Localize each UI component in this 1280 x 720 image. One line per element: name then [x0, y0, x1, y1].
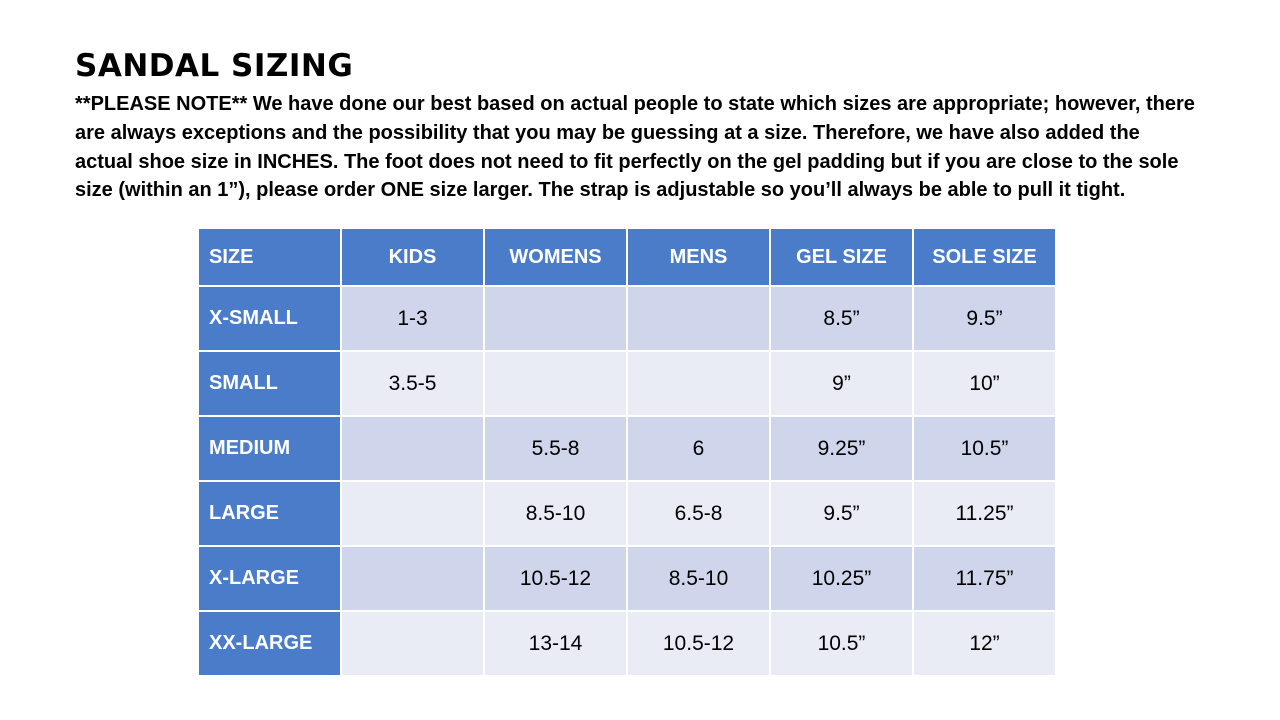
column-header-size: SIZE: [197, 227, 342, 288]
table-cell: [340, 480, 485, 548]
table-cell: 9.5”: [912, 285, 1057, 353]
table-body: X-SMALL 1-3 8.5” 9.5” SMALL 3.5-5 9” 10”: [197, 285, 1057, 678]
header-row: SIZE KIDS WOMENS MENS GEL SIZE SOLE SIZE: [197, 227, 1057, 288]
table-cell: 8.5”: [769, 285, 914, 353]
table-cell: 8.5-10: [626, 545, 771, 613]
table-cell: 11.25”: [912, 480, 1057, 548]
row-label: XX-LARGE: [197, 610, 342, 678]
row-label: MEDIUM: [197, 415, 342, 483]
table-cell: 1-3: [340, 285, 485, 353]
table-cell: 12”: [912, 610, 1057, 678]
table-header: SIZE KIDS WOMENS MENS GEL SIZE SOLE SIZE: [197, 227, 1057, 288]
column-header-gel-size: GEL SIZE: [769, 227, 914, 288]
table-row: X-SMALL 1-3 8.5” 9.5”: [197, 285, 1057, 353]
table-row: SMALL 3.5-5 9” 10”: [197, 350, 1057, 418]
sizing-table: SIZE KIDS WOMENS MENS GEL SIZE SOLE SIZE…: [197, 227, 1057, 678]
table-cell: [626, 285, 771, 353]
row-label: LARGE: [197, 480, 342, 548]
table-cell: 10.5-12: [483, 545, 628, 613]
row-label: X-LARGE: [197, 545, 342, 613]
table-cell: 9.5”: [769, 480, 914, 548]
table-cell: 5.5-8: [483, 415, 628, 483]
content-area: SANDAL SIZING **PLEASE NOTE** We have do…: [75, 48, 1195, 678]
table-cell: [340, 415, 485, 483]
table-row: X-LARGE 10.5-12 8.5-10 10.25” 11.75”: [197, 545, 1057, 613]
table-row: XX-LARGE 13-14 10.5-12 10.5” 12”: [197, 610, 1057, 678]
column-header-sole-size: SOLE SIZE: [912, 227, 1057, 288]
table-row: MEDIUM 5.5-8 6 9.25” 10.5”: [197, 415, 1057, 483]
table-cell: 10.25”: [769, 545, 914, 613]
table-cell: 10”: [912, 350, 1057, 418]
row-label: X-SMALL: [197, 285, 342, 353]
table-cell: [626, 350, 771, 418]
column-header-womens: WOMENS: [483, 227, 628, 288]
row-label: SMALL: [197, 350, 342, 418]
table-cell: 9”: [769, 350, 914, 418]
table-cell: [483, 285, 628, 353]
table-cell: [483, 350, 628, 418]
table-cell: 13-14: [483, 610, 628, 678]
table-cell: 8.5-10: [483, 480, 628, 548]
table-cell: 10.5”: [912, 415, 1057, 483]
table-cell: 6.5-8: [626, 480, 771, 548]
table-cell: [340, 610, 485, 678]
table-cell: 3.5-5: [340, 350, 485, 418]
table-cell: [340, 545, 485, 613]
column-header-mens: MENS: [626, 227, 771, 288]
column-header-kids: KIDS: [340, 227, 485, 288]
table-cell: 10.5-12: [626, 610, 771, 678]
table-row: LARGE 8.5-10 6.5-8 9.5” 11.25”: [197, 480, 1057, 548]
table-cell: 11.75”: [912, 545, 1057, 613]
note-text: **PLEASE NOTE** We have done our best ba…: [75, 93, 1195, 202]
page-title: SANDAL SIZING: [75, 48, 354, 84]
table-cell: 9.25”: [769, 415, 914, 483]
table-cell: 10.5”: [769, 610, 914, 678]
table-cell: 6: [626, 415, 771, 483]
